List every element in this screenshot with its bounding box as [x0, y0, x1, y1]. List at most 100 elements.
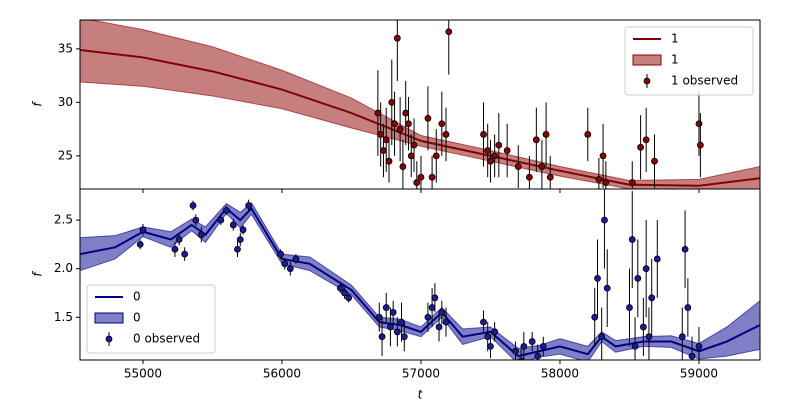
observed-point	[385, 157, 393, 165]
observed-point	[517, 357, 525, 360]
observed-point	[599, 152, 607, 160]
observed-point	[393, 328, 401, 336]
observed-point	[428, 173, 436, 181]
observed-point	[438, 120, 446, 128]
observed-point	[528, 338, 536, 345]
observed-point	[281, 260, 289, 268]
observed-point	[651, 157, 658, 165]
observed-point	[445, 28, 453, 36]
observed-point	[292, 255, 300, 263]
x-tick-label: 58000	[541, 367, 579, 381]
plot-area	[80, 20, 760, 189]
observed-point	[642, 265, 650, 273]
observed-point	[637, 143, 644, 151]
observed-point	[648, 294, 656, 302]
observed-point	[484, 333, 492, 341]
observed-point	[584, 131, 592, 138]
observed-point	[695, 120, 703, 128]
x-axis-label: t	[418, 388, 424, 400]
observed-point	[189, 202, 197, 209]
plot-area	[80, 189, 760, 360]
observed-point	[197, 231, 205, 239]
observed-point	[512, 347, 519, 355]
observed-point	[480, 131, 487, 138]
observed-point	[378, 333, 386, 341]
observed-point	[277, 250, 284, 258]
legend-swatch	[643, 77, 651, 85]
y-axis-label: f	[31, 101, 45, 107]
observed-point	[487, 157, 494, 165]
observed-point	[399, 163, 407, 170]
observed-point	[245, 202, 253, 209]
observed-point	[229, 221, 237, 229]
observed-point	[688, 352, 696, 360]
observed-point	[341, 289, 348, 297]
observed-point	[136, 240, 144, 248]
x-tick-label: 57000	[402, 367, 440, 381]
observed-point	[696, 141, 704, 149]
observed-point	[603, 284, 611, 292]
observed-point	[595, 175, 603, 183]
observed-point	[602, 179, 610, 186]
observed-point	[594, 274, 601, 282]
observed-point	[410, 141, 418, 149]
observed-point	[520, 342, 528, 350]
observed-point	[424, 115, 432, 122]
observed-point	[484, 147, 492, 154]
legend-label: 1	[671, 32, 679, 46]
legend-label: 0 observed	[133, 332, 200, 346]
legend-label: 0	[133, 290, 141, 304]
observed-point	[639, 323, 647, 331]
observed-point	[139, 226, 147, 234]
observed-point	[480, 318, 487, 326]
y-tick-label: 35	[58, 41, 73, 55]
observed-point	[181, 250, 189, 258]
observed-point	[532, 136, 540, 144]
observed-point	[375, 313, 383, 321]
observed-point	[503, 147, 511, 154]
observed-point	[239, 226, 247, 234]
observed-point	[400, 333, 408, 341]
observed-point	[534, 352, 542, 360]
legend-label: 1	[671, 53, 679, 67]
observed-point	[286, 265, 294, 273]
observed-point	[678, 333, 686, 341]
observed-point	[645, 333, 653, 341]
observed-point	[405, 120, 412, 128]
observed-point	[546, 173, 554, 181]
observed-point	[175, 236, 183, 243]
observed-point	[336, 284, 344, 292]
observed-point	[631, 342, 639, 350]
observed-point	[442, 131, 450, 138]
observed-point	[389, 308, 397, 316]
observed-point	[538, 163, 546, 170]
observed-point	[695, 342, 703, 350]
observed-point	[591, 313, 599, 321]
observed-point	[396, 125, 404, 133]
observed-point	[431, 294, 439, 302]
observed-point	[495, 141, 503, 149]
y-axis-label: f	[31, 271, 45, 277]
confidence-band	[80, 20, 760, 189]
observed-point	[684, 304, 692, 311]
observed-point	[539, 342, 547, 350]
observed-point	[236, 236, 244, 243]
legend-label: 1 observed	[671, 74, 738, 88]
observed-point	[377, 131, 385, 138]
observed-point	[417, 173, 425, 181]
y-tick-label: 1.5	[54, 310, 73, 324]
observed-point	[626, 304, 633, 311]
observed-point	[514, 163, 522, 170]
observed-point	[424, 313, 432, 321]
observed-point	[432, 152, 440, 160]
observed-point	[601, 216, 608, 224]
legend-swatch	[94, 312, 124, 324]
observed-point	[525, 173, 533, 181]
observed-point	[413, 179, 421, 186]
observed-point	[382, 304, 390, 311]
observed-point	[438, 308, 446, 316]
x-tick-label: 59000	[680, 367, 718, 381]
observed-point	[345, 294, 353, 302]
x-tick-label: 56000	[263, 367, 301, 381]
